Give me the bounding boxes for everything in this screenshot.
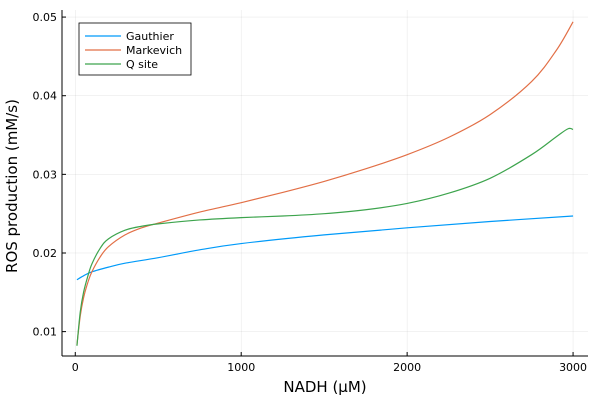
series-lines [76, 21, 574, 346]
x-tick-label: 0 [72, 361, 79, 374]
legend-box [78, 22, 192, 76]
legend-label: Markevich [126, 44, 182, 57]
legend-label: Q site [126, 58, 158, 71]
x-axis-label: NADH (μM) [283, 378, 366, 396]
axes: 0 1000 2000 3000 0.01 0.02 0.03 0.04 0.05 [33, 10, 588, 374]
series-line-q-site [76, 127, 574, 346]
x-tick-label: 3000 [559, 361, 587, 374]
y-tick-label: 0.05 [33, 11, 58, 24]
x-tick-label: 2000 [393, 361, 421, 374]
x-tick-label: 1000 [227, 361, 255, 374]
y-tick-label: 0.01 [33, 326, 58, 339]
y-axis-label: ROS production (mM/s) [3, 99, 21, 273]
grid [62, 10, 588, 356]
y-tick-label: 0.02 [33, 247, 58, 260]
y-tick-label: 0.03 [33, 168, 58, 181]
legend-label: Gauthier [126, 30, 174, 43]
series-line-gauthier [76, 215, 574, 281]
y-tick-label: 0.04 [33, 90, 58, 103]
series-line-markevich [76, 21, 574, 346]
